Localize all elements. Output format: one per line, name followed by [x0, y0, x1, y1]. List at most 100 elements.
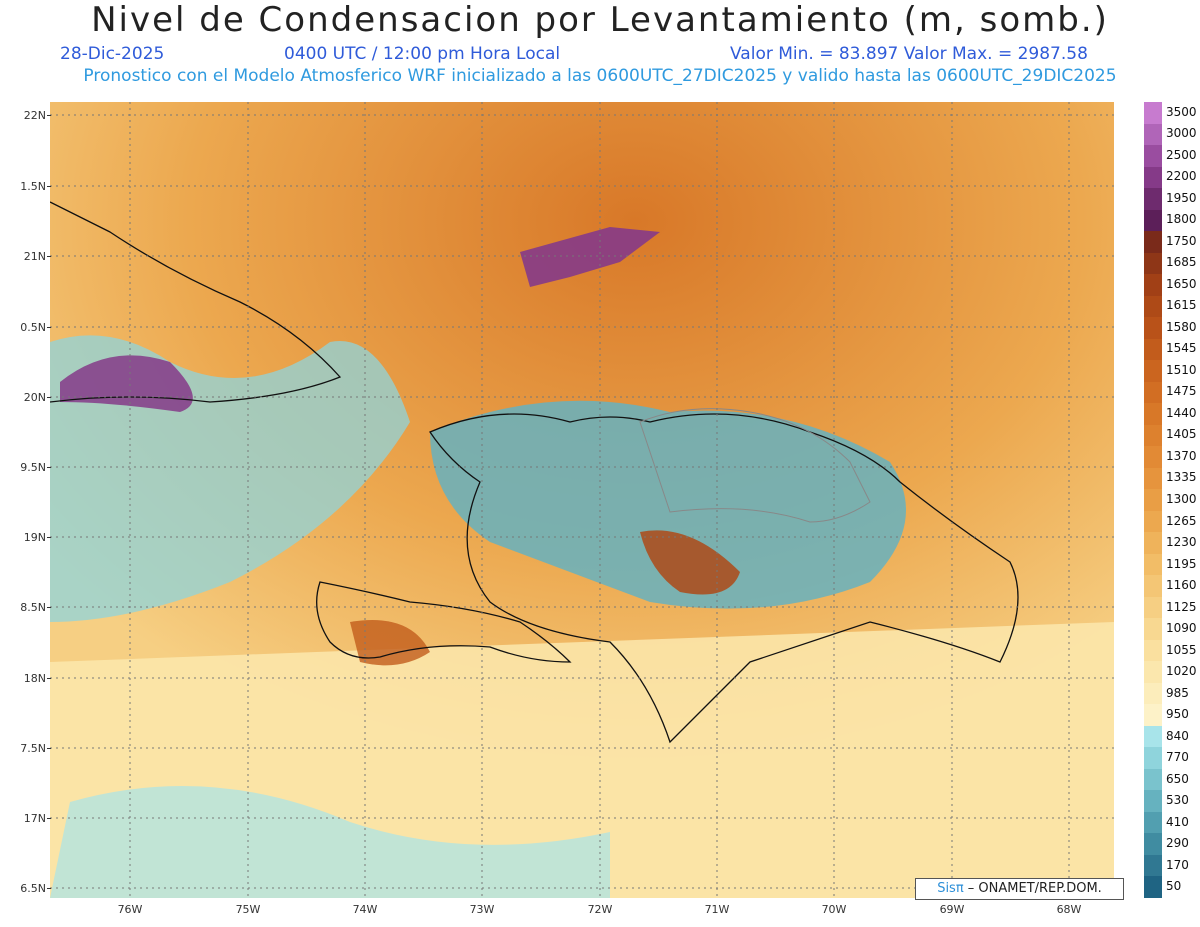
colorbar-swatch	[1144, 618, 1162, 641]
cuba-cyan-field	[50, 335, 410, 622]
lat-label-17n: 17N	[0, 812, 51, 825]
colorbar-label: 1650	[1166, 276, 1197, 291]
colorbar-label: 290	[1166, 836, 1189, 851]
colorbar-label: 170	[1166, 857, 1189, 872]
tiburon-coastline	[316, 581, 572, 663]
colorbar-swatch	[1144, 381, 1162, 404]
colorbar-label: 650	[1166, 771, 1189, 786]
lat-label-17-5n: 7.5N	[0, 742, 51, 755]
brown-cell-sw	[350, 620, 430, 666]
colorbar-label: 3000	[1166, 126, 1197, 141]
colorbar-swatch	[1144, 209, 1162, 232]
lon-label-72w: 72W	[587, 903, 613, 916]
lat-label-22n: 22N	[0, 109, 51, 122]
colorbar-swatch	[1144, 747, 1162, 770]
colorbar-swatch	[1144, 833, 1162, 856]
colorbar-swatch	[1144, 145, 1162, 168]
time-label: 0400 UTC / 12:00 pm Hora Local	[284, 44, 561, 64]
colorbar-swatch	[1144, 575, 1162, 598]
colorbar-swatch	[1144, 532, 1162, 555]
colorbar-swatch	[1144, 123, 1162, 146]
lon-label-69w: 69W	[939, 903, 965, 916]
colorbar-swatch	[1144, 790, 1162, 813]
colorbar-label: 1230	[1166, 535, 1197, 550]
colorbar-swatch	[1144, 811, 1162, 834]
colorbar-label: 1265	[1166, 513, 1197, 528]
colorbar-label: 1195	[1166, 556, 1197, 571]
colorbar-label: 1405	[1166, 427, 1197, 442]
minmax-label: Valor Min. = 83.897 Valor Max. = 2987.58	[730, 44, 1088, 64]
colorbar-label: 1370	[1166, 448, 1197, 463]
colorbar-label: 1300	[1166, 492, 1197, 506]
colorbar-label: 1055	[1166, 642, 1197, 657]
colorbar-label: 1160	[1166, 578, 1197, 593]
cuba-coastline	[50, 201, 342, 403]
lon-label-75w: 75W	[235, 903, 261, 916]
lon-label-74w: 74W	[352, 903, 378, 916]
colorbar-swatch	[1144, 446, 1162, 469]
colorbar-swatch	[1144, 854, 1162, 877]
sis-logo-text: Sisπ	[937, 881, 964, 896]
colorbar-swatch	[1144, 725, 1162, 748]
colorbar-label: 1545	[1166, 341, 1197, 356]
colorbar-swatch	[1144, 682, 1162, 705]
colorbar-label: 1090	[1166, 621, 1197, 636]
colorbar	[1144, 102, 1162, 899]
colorbar-swatch	[1144, 338, 1162, 361]
gridlines	[50, 102, 1114, 898]
date-label: 28-Dic-2025	[60, 44, 165, 64]
hispaniola-coastline	[429, 413, 1019, 744]
colorbar-swatch	[1144, 295, 1162, 318]
colorbar-label: 770	[1166, 750, 1189, 765]
brown-cell-haiti	[640, 530, 740, 595]
colorbar-swatch	[1144, 553, 1162, 576]
lon-label-76w: 76W	[117, 903, 143, 916]
colorbar-swatch	[1144, 360, 1162, 383]
colorbar-label: 950	[1166, 707, 1189, 722]
colorbar-swatch	[1144, 661, 1162, 684]
colorbar-label: 985	[1166, 685, 1189, 700]
province-borders	[639, 408, 871, 523]
colorbar-swatch	[1144, 704, 1162, 727]
lat-label-18-5n: 8.5N	[0, 601, 51, 614]
colorbar-swatch	[1144, 102, 1162, 124]
colorbar-label: 50	[1166, 879, 1182, 894]
colorbar-swatch	[1144, 424, 1162, 447]
colorbar-label: 2200	[1166, 169, 1197, 184]
colorbar-label: 1950	[1166, 190, 1197, 205]
lat-label-20-5n: 0.5N	[0, 321, 51, 334]
colorbar-swatch	[1144, 596, 1162, 619]
colorbar-swatch	[1144, 768, 1162, 791]
colorbar-swatch	[1144, 166, 1162, 189]
colorbar-swatch	[1144, 274, 1162, 297]
colorbar-label: 1125	[1166, 599, 1197, 614]
lat-label-21-5n: 1.5N	[0, 180, 51, 193]
lat-label-20n: 20N	[0, 391, 51, 404]
colorbar-swatch	[1144, 231, 1162, 254]
lat-label-19-5n: 9.5N	[0, 461, 51, 474]
credit-box: Sisπ – ONAMET/REP.DOM.	[915, 878, 1124, 900]
lcl-map	[50, 102, 1114, 898]
lon-label-71w: 71W	[704, 903, 730, 916]
colorbar-label: 1800	[1166, 212, 1197, 227]
colorbar-swatch	[1144, 510, 1162, 533]
lon-label-68w: 68W	[1056, 903, 1082, 916]
map-title: Nivel de Condensacion por Levantamiento …	[91, 0, 1109, 40]
purple-cell-north	[520, 227, 660, 287]
map-field	[50, 102, 1114, 898]
colorbar-label: 2500	[1166, 147, 1197, 162]
colorbar-label: 3500	[1166, 104, 1197, 119]
south-cyan-band	[50, 786, 610, 898]
lat-label-19n: 19N	[0, 531, 51, 544]
colorbar-swatch	[1144, 639, 1162, 662]
colorbar-swatch	[1144, 467, 1162, 490]
colorbar-swatch	[1144, 876, 1162, 899]
colorbar-label: 1615	[1166, 298, 1197, 313]
lon-label-73w: 73W	[469, 903, 495, 916]
colorbar-label: 1685	[1166, 255, 1197, 270]
lon-label-70w: 70W	[821, 903, 847, 916]
colorbar-label: 410	[1166, 814, 1189, 829]
colorbar-label: 840	[1166, 728, 1189, 743]
colorbar-label: 1510	[1166, 362, 1197, 377]
colorbar-label: 1475	[1166, 384, 1197, 399]
